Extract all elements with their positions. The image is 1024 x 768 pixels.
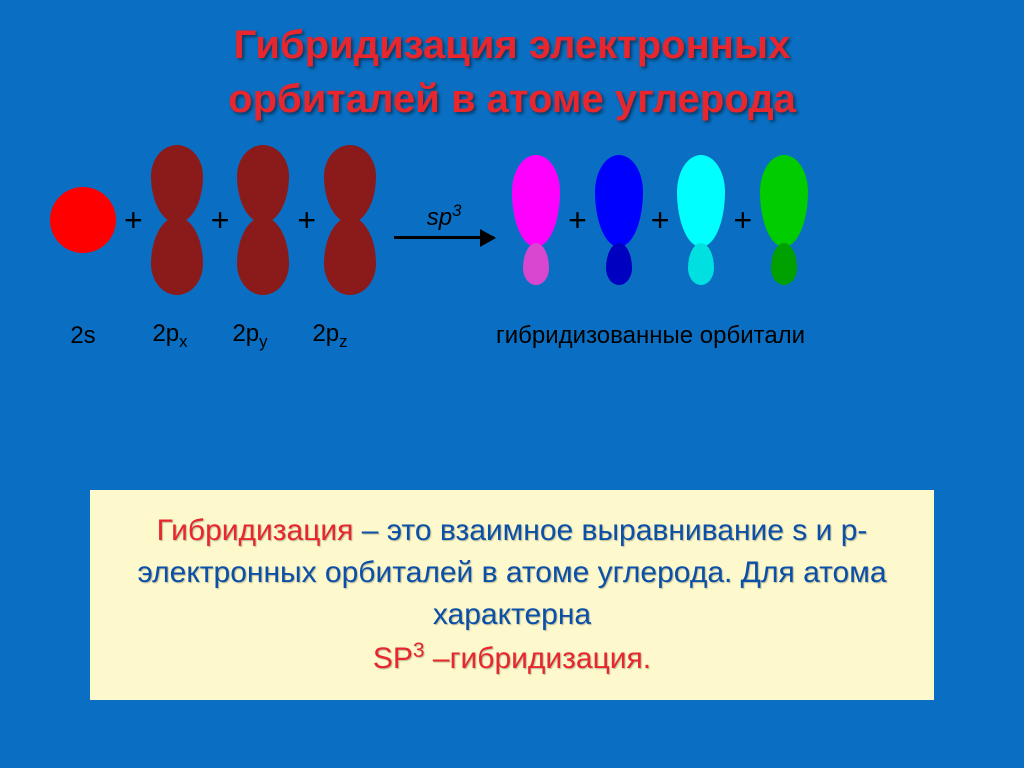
p-orbital-y — [237, 145, 289, 295]
p-orbital-z — [324, 145, 376, 295]
plus-icon: + — [124, 202, 143, 239]
plus-icon: + — [297, 202, 316, 239]
plus-icon: + — [568, 202, 587, 239]
plus-icon: + — [211, 202, 230, 239]
s-orbital — [50, 187, 116, 253]
hybrid-lobe-big — [595, 155, 643, 247]
hybrid-lobe-small — [523, 243, 549, 285]
p-lobe — [151, 145, 203, 223]
slide-title: Гибридизация электронных орбиталей в ато… — [0, 0, 1024, 126]
hybrid-lobe-big — [512, 155, 560, 247]
sp3-label: SP3 –гибридизация. — [373, 642, 651, 675]
hybrid-lobe-big — [760, 155, 808, 247]
label-2px: 2px — [144, 320, 196, 352]
hybrid-lobe-small — [688, 243, 714, 285]
label-hybrid: гибридизованные орбитали — [496, 322, 805, 350]
orbital-row: + + + sp3 — [50, 145, 808, 295]
plus-icon: + — [651, 202, 670, 239]
p-lobe — [237, 217, 289, 295]
p-lobe — [324, 217, 376, 295]
arrow-icon — [394, 236, 494, 239]
arrow-label: sp3 — [427, 201, 462, 232]
plus-icon: + — [733, 202, 752, 239]
hybrid-orbital-3 — [677, 155, 725, 285]
title-line1: Гибридизация электронных — [0, 18, 1024, 72]
hybrid-lobe-small — [606, 243, 632, 285]
hybrid-lobe-small — [771, 243, 797, 285]
p-lobe — [151, 217, 203, 295]
slide: Гибридизация электронных орбиталей в ато… — [0, 0, 1024, 768]
definition-textbox: Гибридизация – это взаимное выравнивание… — [90, 490, 934, 700]
label-2s: 2s — [50, 322, 116, 350]
reaction-arrow: sp3 — [384, 190, 504, 250]
hybrid-orbital-1 — [512, 155, 560, 285]
orbital-labels: 2s 2px 2py 2pz гибридизованные орбитали — [50, 320, 805, 352]
label-2py: 2py — [224, 320, 276, 352]
p-lobe — [324, 145, 376, 223]
hybridization-diagram: + + + sp3 — [0, 145, 1024, 395]
term-hybridization: Гибридизация — [157, 514, 354, 547]
p-orbital-x — [151, 145, 203, 295]
hybrid-lobe-big — [677, 155, 725, 247]
p-lobe — [237, 145, 289, 223]
hybrid-orbital-4 — [760, 155, 808, 285]
label-2pz: 2pz — [304, 320, 356, 352]
hybrid-orbital-2 — [595, 155, 643, 285]
title-line2: орбиталей в атоме углерода — [0, 72, 1024, 126]
